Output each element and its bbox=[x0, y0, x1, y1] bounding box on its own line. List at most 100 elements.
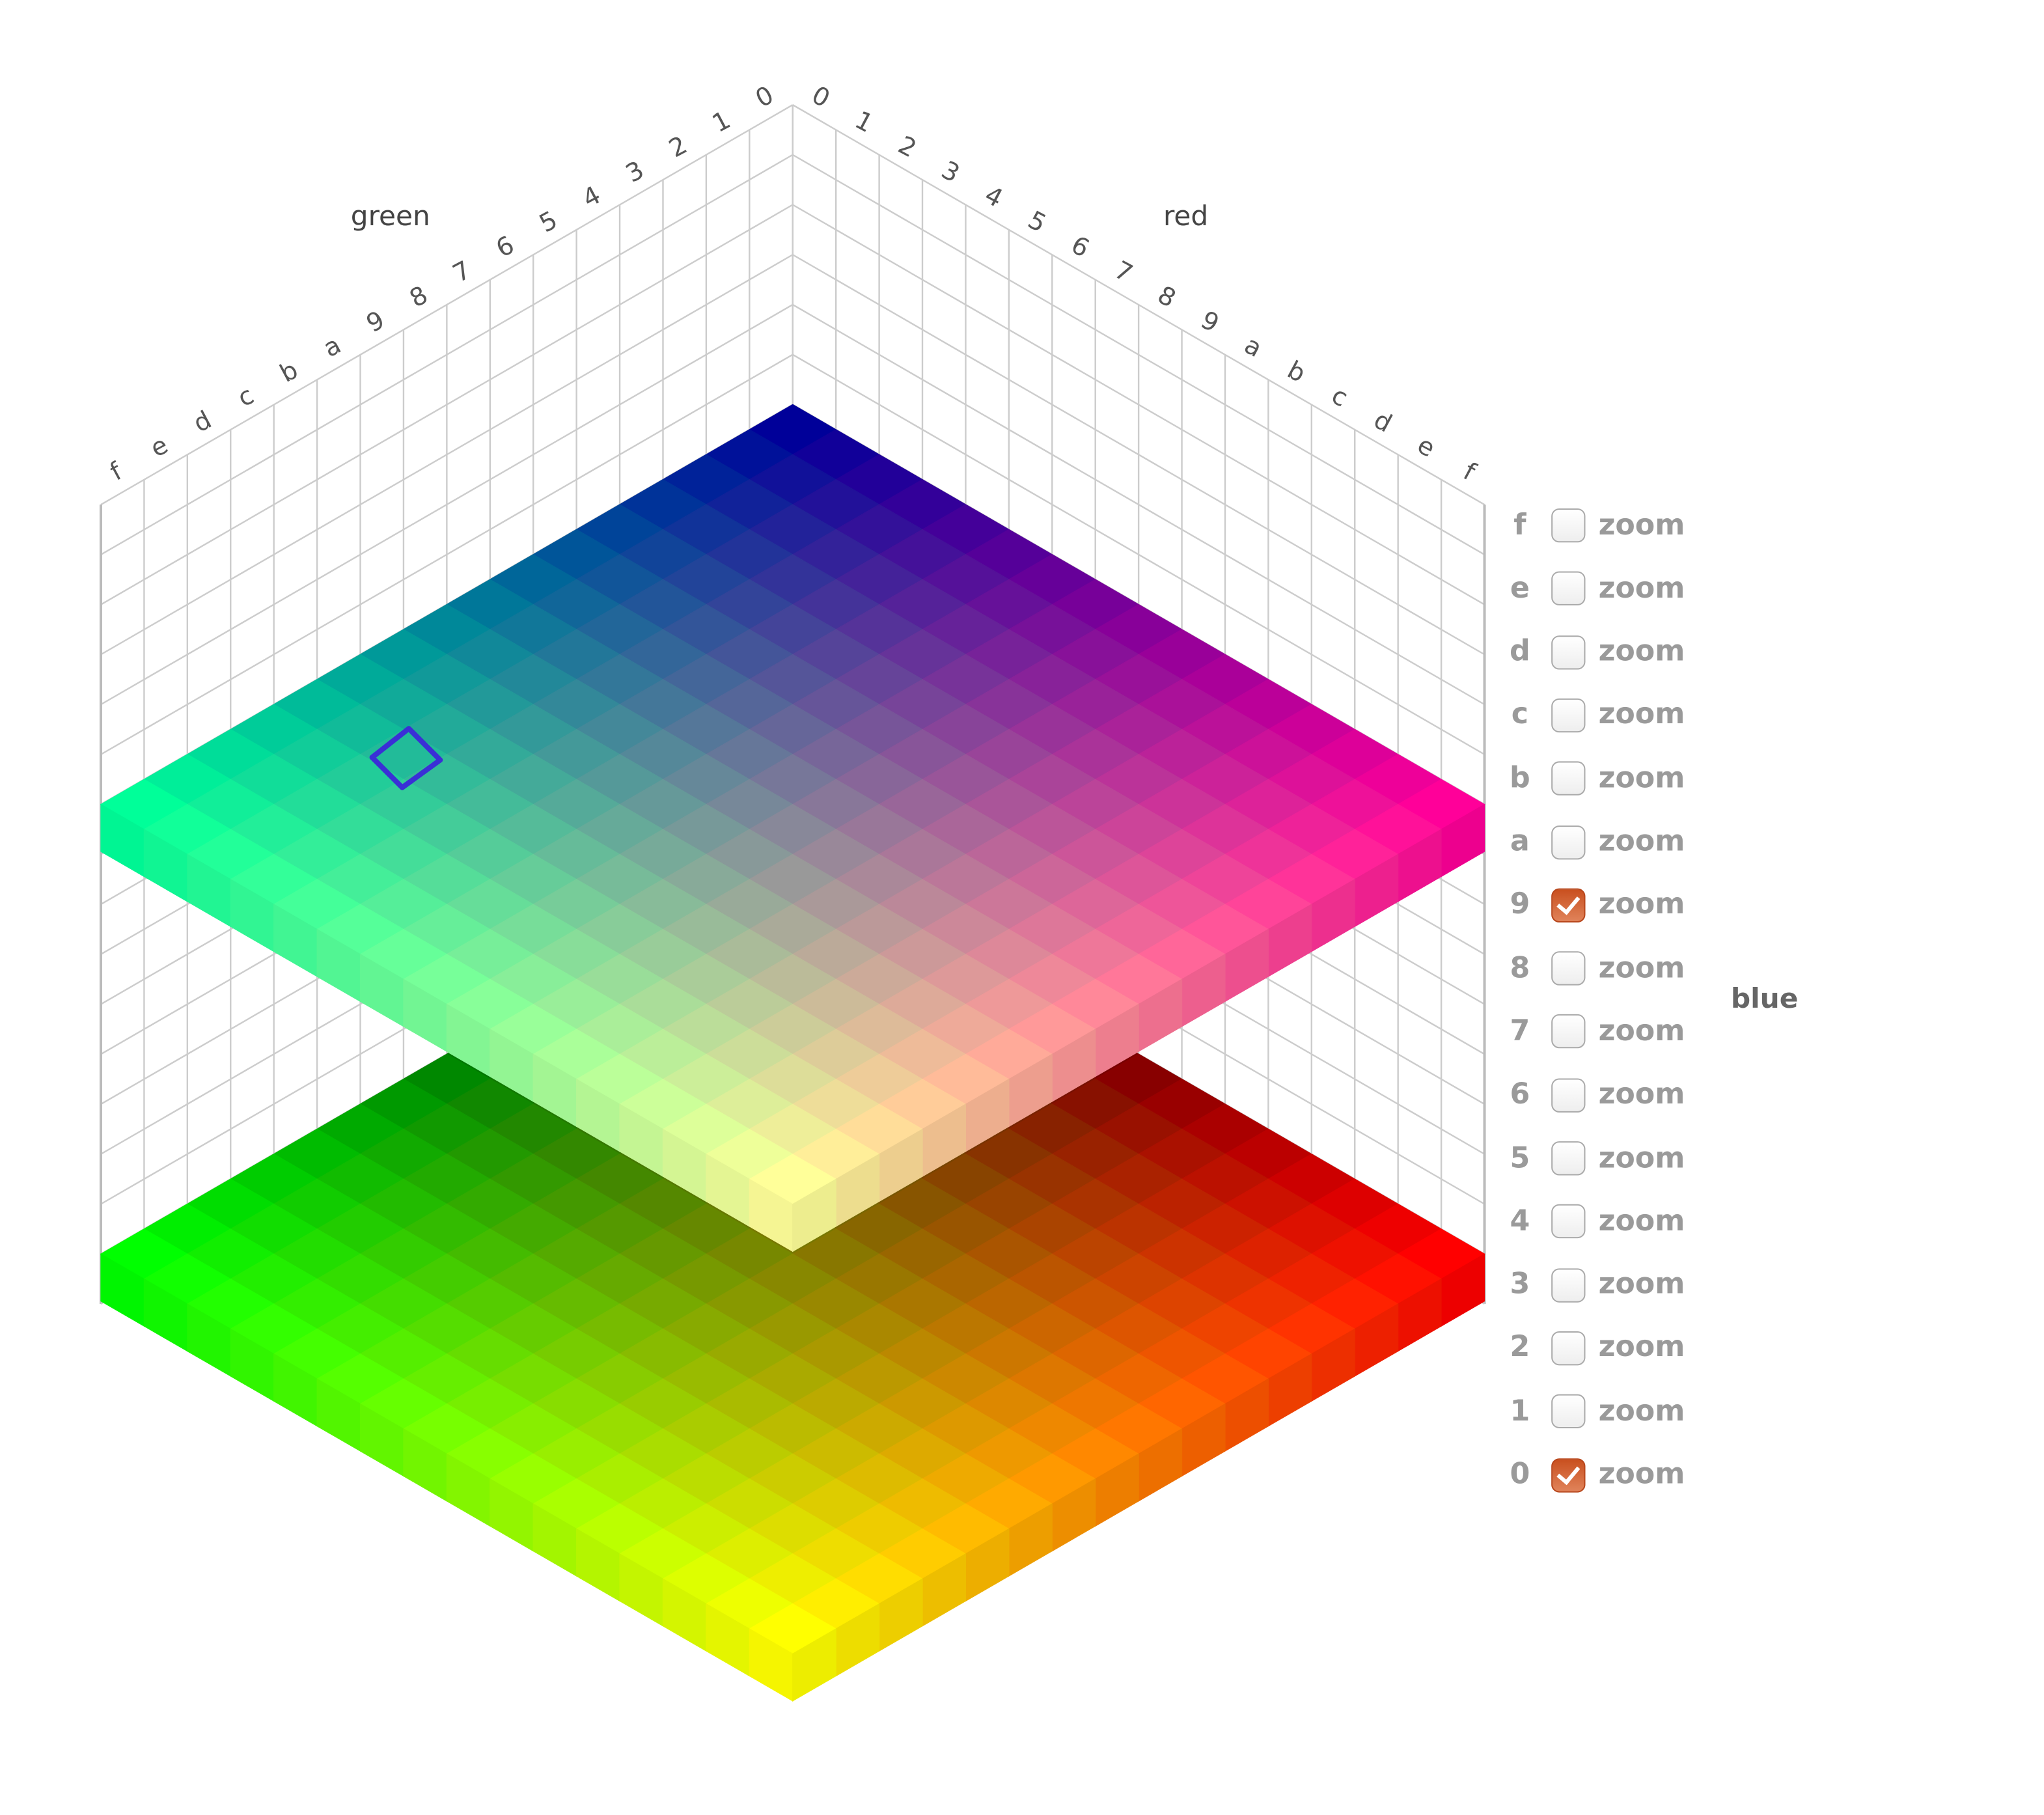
blue-layer-row-2: 2 zoom bbox=[1504, 1326, 1685, 1370]
green-tick-label: 7 bbox=[449, 256, 476, 288]
blue-layer-row-6: 6 zoom bbox=[1504, 1073, 1685, 1117]
green-tick-label: 8 bbox=[405, 281, 432, 313]
zoom-label[interactable]: zoom bbox=[1598, 635, 1685, 669]
zoom-checkbox-a[interactable] bbox=[1551, 825, 1586, 859]
zoom-label[interactable]: zoom bbox=[1598, 1142, 1685, 1175]
blue-level-label: e bbox=[1510, 572, 1530, 605]
zoom-checkbox-e[interactable] bbox=[1551, 572, 1586, 606]
green-tick-label: e bbox=[146, 431, 173, 464]
blue-layer-row-3: 3 zoom bbox=[1504, 1263, 1685, 1307]
zoom-label[interactable]: zoom bbox=[1598, 1268, 1685, 1301]
green-tick-label: d bbox=[189, 406, 216, 438]
zoom-label[interactable]: zoom bbox=[1598, 1015, 1685, 1049]
zoom-checkbox-0[interactable] bbox=[1551, 1458, 1586, 1492]
red-tick-label: 2 bbox=[893, 131, 920, 163]
blue-level-label: 9 bbox=[1510, 889, 1530, 922]
blue-layers bbox=[100, 404, 1485, 1702]
zoom-checkbox-7[interactable] bbox=[1551, 1014, 1586, 1049]
zoom-label[interactable]: zoom bbox=[1598, 825, 1685, 859]
hand-drawn-diamond-icon bbox=[369, 726, 443, 790]
blue-layer-row-e: e zoom bbox=[1504, 566, 1685, 611]
zoom-label[interactable]: zoom bbox=[1598, 572, 1685, 605]
red-tick-label: 7 bbox=[1110, 256, 1137, 288]
red-tick-label: 6 bbox=[1066, 231, 1094, 264]
red-tick-label: c bbox=[1327, 381, 1352, 413]
zoom-label[interactable]: zoom bbox=[1598, 952, 1685, 985]
zoom-checkbox-3[interactable] bbox=[1551, 1268, 1586, 1302]
green-tick-label: a bbox=[319, 331, 346, 363]
green-tick-label: c bbox=[233, 381, 258, 413]
blue-layer-row-4: 4 zoom bbox=[1504, 1199, 1685, 1243]
green-tick-label: 5 bbox=[535, 206, 562, 238]
blue-level-label: 8 bbox=[1510, 952, 1530, 985]
zoom-label[interactable]: zoom bbox=[1598, 1458, 1685, 1491]
zoom-checkbox-2[interactable] bbox=[1551, 1331, 1586, 1366]
green-tick-label: 4 bbox=[578, 181, 605, 214]
blue-level-label: 7 bbox=[1510, 1015, 1530, 1049]
zoom-checkbox-c[interactable] bbox=[1551, 698, 1586, 732]
blue-level-label: a bbox=[1510, 825, 1530, 859]
color-cell-side bbox=[792, 1628, 836, 1702]
zoom-checkbox-1[interactable] bbox=[1551, 1394, 1586, 1429]
red-tick-label: 1 bbox=[850, 106, 877, 139]
zoom-checkbox-b[interactable] bbox=[1551, 761, 1586, 796]
blue-layer-row-1: 1 zoom bbox=[1504, 1389, 1685, 1434]
zoom-label[interactable]: zoom bbox=[1598, 762, 1685, 796]
zoom-label[interactable]: zoom bbox=[1598, 699, 1685, 732]
green-tick-label: 3 bbox=[622, 156, 649, 189]
green-axis-title: green bbox=[351, 200, 430, 232]
blue-level-label: 1 bbox=[1510, 1395, 1530, 1428]
blue-level-label: 4 bbox=[1510, 1205, 1530, 1238]
green-tick-label: 9 bbox=[362, 306, 389, 339]
red-axis-title: red bbox=[1163, 200, 1208, 232]
green-tick-label: 2 bbox=[665, 131, 692, 163]
blue-level-label: 2 bbox=[1510, 1331, 1530, 1365]
zoom-checkbox-5[interactable] bbox=[1551, 1141, 1586, 1176]
green-tick-label: 0 bbox=[751, 81, 779, 113]
zoom-checkbox-6[interactable] bbox=[1551, 1077, 1586, 1113]
red-tick-label: e bbox=[1413, 431, 1439, 464]
blue-level-label: c bbox=[1511, 699, 1528, 732]
blue-axis-title: blue bbox=[1730, 982, 1799, 1014]
zoom-label[interactable]: zoom bbox=[1598, 889, 1685, 922]
zoom-label[interactable]: zoom bbox=[1598, 1331, 1685, 1365]
blue-level-label: b bbox=[1509, 762, 1530, 796]
red-tick-label: 0 bbox=[807, 81, 835, 113]
blue-level-label: d bbox=[1509, 635, 1530, 669]
red-tick-label: b bbox=[1282, 356, 1310, 389]
zoom-checkbox-9[interactable] bbox=[1551, 888, 1586, 922]
zoom-label[interactable]: zoom bbox=[1598, 1205, 1685, 1238]
green-tick-label: f bbox=[105, 457, 128, 487]
zoom-label[interactable]: zoom bbox=[1598, 1078, 1685, 1112]
blue-layer-row-8: 8 zoom bbox=[1504, 946, 1685, 990]
red-tick-label: 9 bbox=[1196, 306, 1223, 339]
red-tick-label: 5 bbox=[1023, 206, 1051, 238]
blue-layer-row-9: 9 zoom bbox=[1504, 883, 1685, 927]
zoom-checkbox-4[interactable] bbox=[1551, 1204, 1586, 1239]
red-tick-label: 4 bbox=[980, 181, 1007, 214]
red-tick-label: 8 bbox=[1153, 281, 1180, 313]
color-cell-side bbox=[792, 1178, 836, 1253]
blue-layer-row-d: d zoom bbox=[1504, 630, 1685, 674]
blue-level-label: 5 bbox=[1510, 1142, 1530, 1175]
green-tick-label: b bbox=[275, 356, 303, 389]
zoom-label[interactable]: zoom bbox=[1598, 508, 1685, 542]
zoom-checkbox-f[interactable] bbox=[1551, 508, 1586, 543]
zoom-checkbox-d[interactable] bbox=[1551, 635, 1586, 669]
green-tick-label: 1 bbox=[708, 106, 735, 139]
zoom-checkbox-8[interactable] bbox=[1551, 951, 1586, 986]
blue-layer-row-c: c zoom bbox=[1504, 693, 1685, 738]
blue-layer-row-7: 7 zoom bbox=[1504, 1010, 1685, 1054]
zoom-label[interactable]: zoom bbox=[1598, 1395, 1685, 1428]
red-tick-label: f bbox=[1459, 458, 1481, 488]
blue-level-label: 3 bbox=[1510, 1268, 1530, 1301]
blue-level-label: 6 bbox=[1510, 1078, 1530, 1112]
blue-level-label: 0 bbox=[1510, 1458, 1530, 1491]
red-tick-label: a bbox=[1239, 331, 1266, 363]
blue-layer-row-f: f zoom bbox=[1504, 503, 1685, 547]
blue-layer-0 bbox=[100, 853, 1485, 1702]
blue-level-label: f bbox=[1513, 508, 1526, 542]
red-tick-label: d bbox=[1369, 406, 1396, 438]
